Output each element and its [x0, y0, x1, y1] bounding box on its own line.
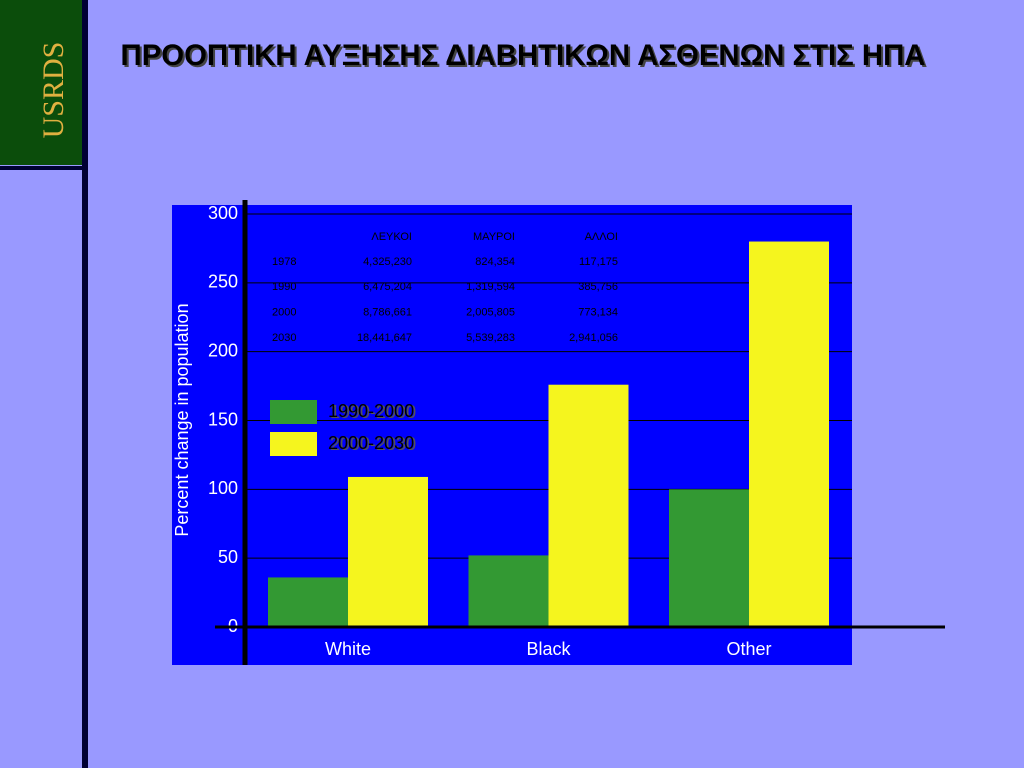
- table-cell: 6,475,204: [363, 281, 412, 293]
- table-header: ΑΛΛΟΙ: [585, 231, 618, 243]
- x-tick-label: Black: [526, 639, 571, 659]
- side-box: [0, 0, 85, 165]
- table-cell: 2,005,805: [466, 307, 515, 319]
- legend-label-shadow: 2000-2030: [330, 434, 416, 454]
- table-cell: 824,354: [475, 256, 515, 268]
- y-tick-label: 100: [208, 478, 238, 498]
- table-cell: 1,319,594: [466, 281, 515, 293]
- bar: [268, 577, 348, 627]
- bar: [468, 555, 549, 627]
- chart: 050100150200250300Percent change in popu…: [172, 200, 945, 665]
- bar: [749, 241, 829, 628]
- y-tick-label: 300: [208, 203, 238, 223]
- bar: [669, 489, 749, 627]
- table-cell: 5,539,283: [466, 332, 515, 344]
- table-cell: 4,325,230: [363, 256, 412, 268]
- y-tick-label: 50: [218, 547, 238, 567]
- legend-label-shadow: 1990-2000: [330, 402, 416, 422]
- table-cell: 117,175: [579, 256, 618, 268]
- y-tick-label: 200: [208, 340, 238, 360]
- legend-label: 2000-2030: [328, 433, 414, 453]
- side-label: USRDS: [37, 42, 70, 139]
- table-cell: 18,441,647: [357, 332, 412, 344]
- table-cell: 2,941,056: [569, 332, 618, 344]
- x-tick-label: White: [325, 639, 371, 659]
- table-cell: 2030: [272, 332, 296, 344]
- y-tick-label: 150: [208, 409, 238, 429]
- y-axis-label: Percent change in population: [172, 303, 192, 536]
- legend-label: 1990-2000: [328, 401, 414, 421]
- bar: [348, 476, 428, 627]
- table-cell: 385,756: [578, 281, 618, 293]
- legend-swatch: [270, 400, 317, 424]
- table-header: ΜΑΥΡΟΙ: [473, 231, 515, 243]
- y-tick-label: 250: [208, 272, 238, 292]
- table-cell: 773,134: [578, 307, 618, 319]
- table-cell: 2000: [272, 307, 296, 319]
- title-shadow: ΠΡΟΟΠΤΙΚΗ ΑΥΞΗΣΗΣ ΔΙΑΒΗΤΙΚΩΝ ΑΣΘΕΝΩΝ ΣΤΙ…: [123, 41, 928, 74]
- table-cell: 8,786,661: [363, 307, 412, 319]
- table-header: ΛΕΥΚΟΙ: [371, 231, 412, 243]
- bar: [548, 384, 629, 627]
- table-cell: 1990: [272, 281, 296, 293]
- x-tick-label: Other: [726, 639, 771, 659]
- table-cell: 1978: [272, 256, 296, 268]
- legend-swatch: [270, 432, 317, 456]
- title: ΠΡΟΟΠΤΙΚΗ ΑΥΞΗΣΗΣ ΔΙΑΒΗΤΙΚΩΝ ΑΣΘΕΝΩΝ ΣΤΙ…: [121, 39, 926, 72]
